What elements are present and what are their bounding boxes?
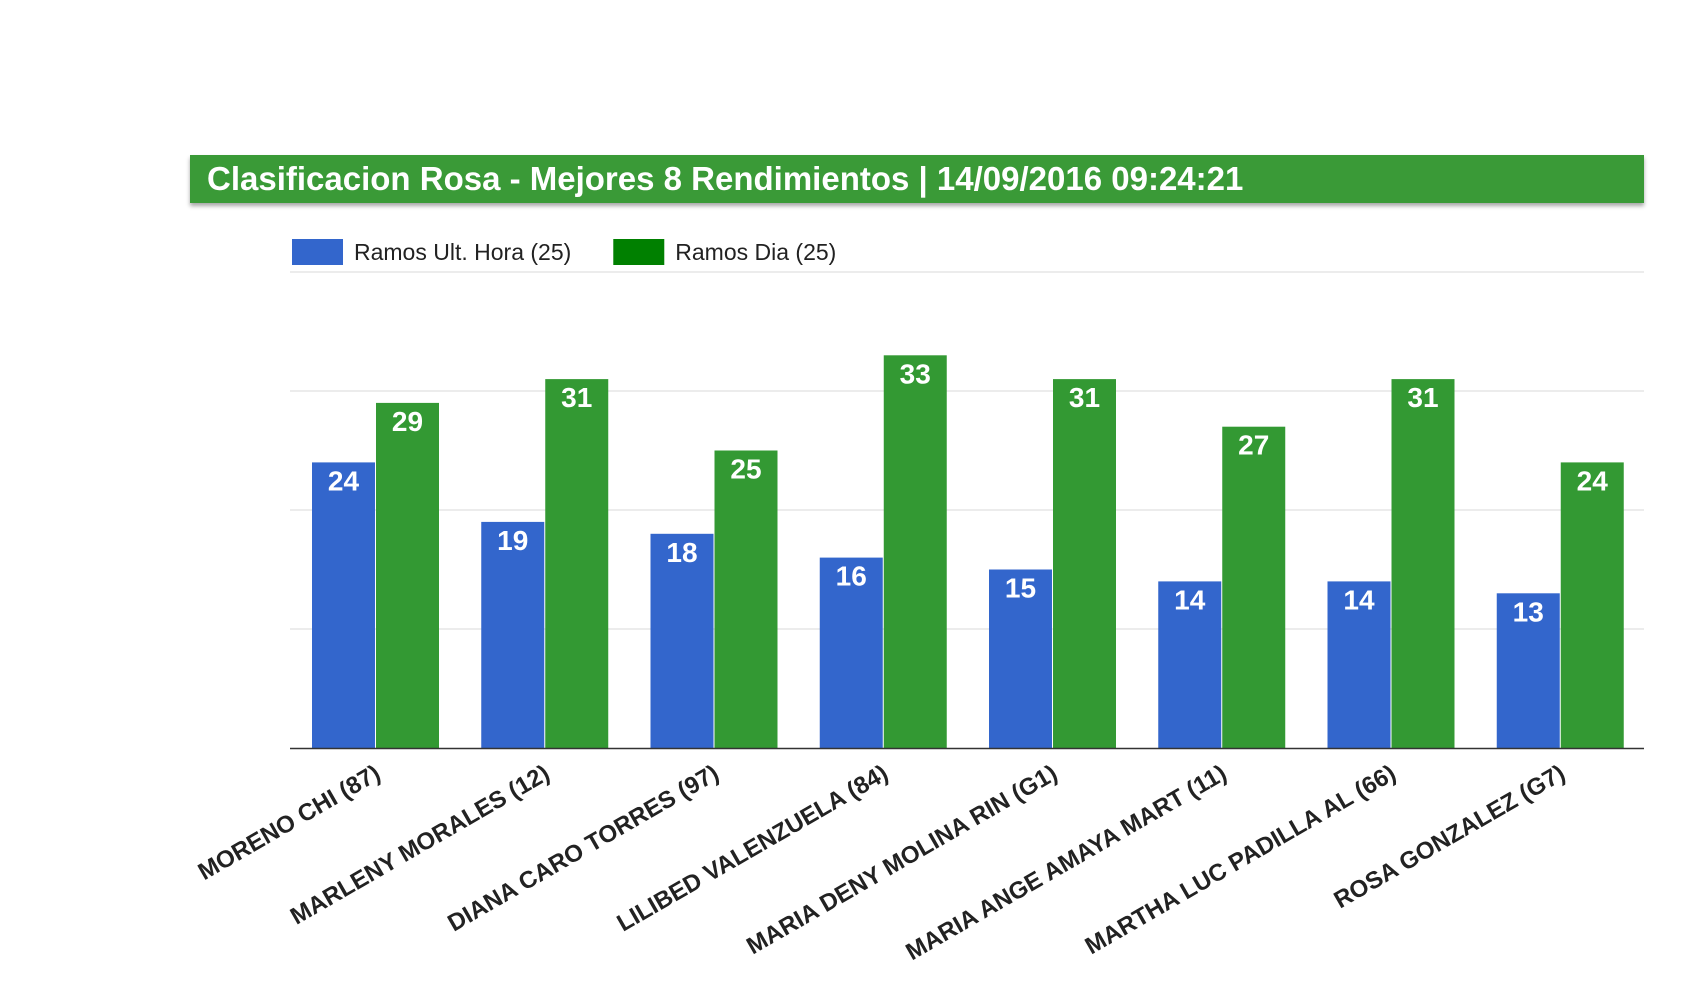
bar-ult-hora-0[interactable] [312, 462, 375, 748]
data-label-ult-hora-5: 14 [1174, 584, 1206, 615]
data-label-ult-hora-7: 13 [1513, 596, 1544, 627]
data-label-dia-0: 29 [392, 406, 423, 437]
bar-ult-hora-6[interactable] [1327, 581, 1391, 748]
bar-ult-hora-4[interactable] [989, 569, 1052, 749]
bar-ult-hora-5[interactable] [1158, 581, 1222, 748]
bar-dia-4[interactable] [1053, 379, 1116, 748]
data-label-dia-3: 33 [900, 358, 931, 389]
bar-dia-2[interactable] [714, 450, 778, 749]
data-label-ult-hora-1: 19 [497, 525, 528, 556]
x-tick-label-3: LILIBED VALENZUELA (84) [613, 760, 893, 937]
legend-label-0[interactable]: Ramos Ult. Hora (25) [354, 239, 571, 265]
chart-title: Clasificacion Rosa - Mejores 8 Rendimien… [207, 160, 1244, 197]
bar-ult-hora-1[interactable] [481, 521, 545, 748]
x-tick-label-6: MARTHA LUC PADILLA AL (66) [1081, 760, 1401, 960]
data-label-ult-hora-0: 24 [328, 465, 360, 496]
x-axis: MORENO CHI (87)MARLENY MORALES (12)DIANA… [194, 747, 1644, 966]
data-label-ult-hora-4: 15 [1005, 573, 1036, 604]
data-label-ult-hora-2: 18 [666, 537, 697, 568]
data-label-dia-1: 31 [561, 382, 592, 413]
bar-ult-hora-3[interactable] [819, 557, 883, 748]
data-label-dia-5: 27 [1238, 430, 1269, 461]
bar-ult-hora-2[interactable] [650, 533, 714, 748]
data-label-dia-7: 24 [1577, 465, 1609, 496]
data-label-dia-6: 31 [1407, 382, 1438, 413]
data-label-ult-hora-6: 14 [1343, 584, 1375, 615]
bar-ult-hora-7[interactable] [1496, 593, 1560, 748]
legend[interactable]: Ramos Ult. Hora (25) Ramos Dia (25) [292, 239, 836, 265]
bars [312, 355, 1624, 748]
data-label-ult-hora-3: 16 [836, 561, 867, 592]
legend-swatch-0 [292, 239, 343, 265]
x-tick-label-4: MARIA DENY MOLINA RIN (G1) [742, 760, 1062, 960]
chart-header: Clasificacion Rosa - Mejores 8 Rendimien… [190, 155, 1644, 203]
legend-swatch-1 [613, 239, 665, 265]
bar-dia-6[interactable] [1391, 379, 1455, 748]
data-label-dia-4: 31 [1069, 382, 1100, 413]
bar-dia-5[interactable] [1222, 426, 1286, 748]
legend-label-1[interactable]: Ramos Dia (25) [675, 239, 836, 265]
data-label-dia-2: 25 [730, 454, 761, 485]
bar-dia-0[interactable] [376, 402, 439, 748]
data-labels: 24 29 19 31 18 25 16 33 15 31 14 27 14 31 13 24 [328, 358, 1608, 627]
bar-dia-7[interactable] [1560, 462, 1624, 748]
x-tick-label-5: MARIA ANGE AMAYA MART (11) [901, 760, 1231, 966]
bar-dia-1[interactable] [545, 379, 609, 748]
bar-dia-3[interactable] [883, 355, 947, 748]
x-tick-label-2: DIANA CARO TORRES (97) [443, 760, 723, 937]
